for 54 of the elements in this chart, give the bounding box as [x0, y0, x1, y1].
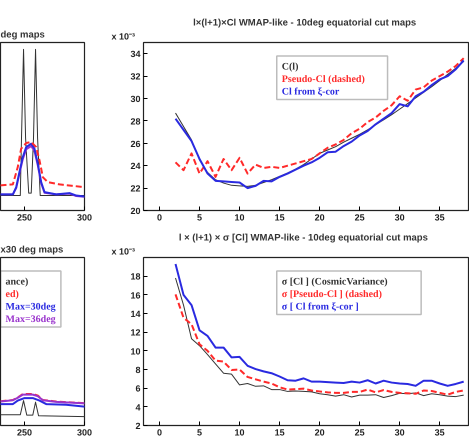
- chart-title: x30 deg maps: [0, 244, 64, 256]
- chart-title: deg maps: [0, 30, 45, 40]
- text: ed): [6, 288, 19, 300]
- x-tick-label: 35: [434, 212, 445, 222]
- text: Pseudo-Cl (dashed): [282, 74, 365, 85]
- y-tick-label: 28: [130, 116, 141, 126]
- text: ance): [6, 276, 28, 288]
- y-tick-label: 26: [130, 138, 141, 149]
- x-tick-label: 20: [314, 212, 325, 222]
- y-tick-label: 22: [130, 184, 141, 194]
- text: Cl from ξ-cor: [282, 86, 340, 98]
- y-tick-label: 32: [130, 72, 141, 82]
- text: Max=36deg: [6, 314, 56, 325]
- x-tick-label: 30: [394, 428, 405, 438]
- x-tick-label: 5: [197, 428, 202, 438]
- x-tick-label: 250: [16, 212, 32, 222]
- y-tick-label: 34: [130, 49, 141, 60]
- chart-title: l×(l+1)×Cl WMAP-like - 10deg equatorial cut maps: [193, 18, 416, 28]
- x-tick-label: 25: [354, 212, 365, 222]
- y-tick-label: 10: [130, 346, 141, 356]
- chart-title: l × (l+1) × σ [Cl] WMAP-like - 10deg equatorial cut maps: [178, 232, 428, 244]
- x-tick-label: 10: [234, 212, 245, 222]
- x-tick-label: 5: [197, 212, 202, 222]
- y-axis-title: x 10⁻³: [112, 246, 136, 256]
- y-tick-label: 24: [130, 161, 141, 172]
- x-tick-label: 15: [274, 212, 285, 222]
- x-tick-label: 0: [157, 212, 162, 222]
- y-tick-label: 4: [135, 402, 141, 412]
- y-tick-label: 14: [130, 309, 141, 319]
- x-tick-label: 25: [354, 428, 365, 438]
- y-tick-label: 6: [135, 384, 141, 394]
- x-tick-label: 0: [157, 428, 162, 438]
- y-tick-label: 8: [135, 365, 141, 375]
- y-tick-label: 16: [130, 290, 141, 300]
- y-tick-label: 12: [130, 328, 141, 338]
- text: C(l): [282, 61, 298, 72]
- text: σ [ Cl from ξ-cor ]: [282, 301, 359, 312]
- x-tick-label: 250: [16, 428, 32, 438]
- text: Max=30deg: [6, 301, 56, 312]
- x-tick-label: 10: [234, 428, 245, 438]
- y-tick-label: 30: [130, 94, 141, 104]
- x-tick-label: 300: [76, 212, 92, 222]
- x-tick-label: 20: [314, 428, 325, 438]
- y-tick-label: 2: [135, 421, 141, 431]
- text: σ [Cl ] (CosmicVariance): [282, 276, 388, 288]
- line-series: [174, 263, 465, 387]
- x-tick-label: 15: [274, 428, 285, 438]
- x-tick-label: 30: [394, 212, 405, 222]
- y-tick-label: 20: [130, 206, 141, 216]
- x-tick-label: 35: [434, 428, 445, 438]
- x-tick-label: 300: [76, 428, 92, 438]
- y-axis-title: x 10⁻³: [112, 32, 136, 42]
- y-tick-label: 18: [130, 272, 141, 282]
- text: σ [Pseudo-Cl ] (dashed): [282, 288, 382, 300]
